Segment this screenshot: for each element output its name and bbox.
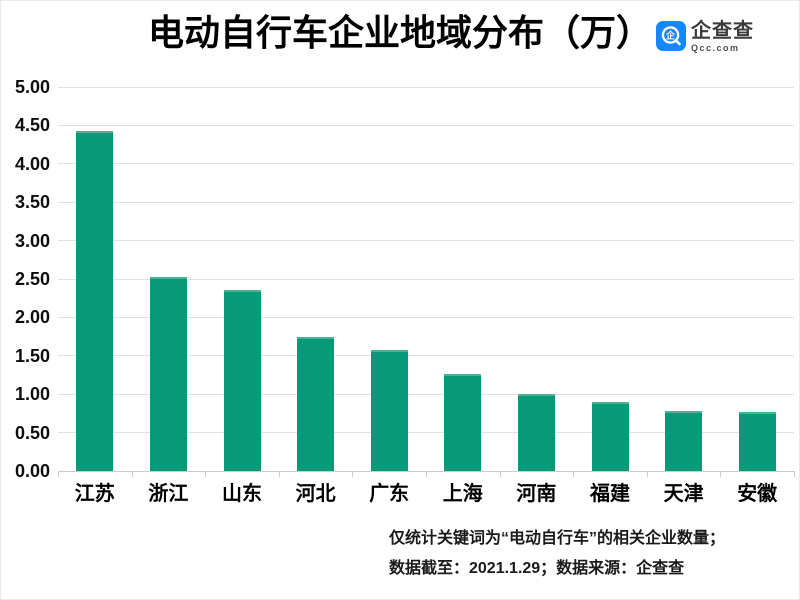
x-axis-tick (278, 471, 280, 477)
footnote-line1: 仅统计关键词为“电动自行车”的相关企业数量； (389, 530, 726, 547)
gridline (58, 432, 794, 434)
x-axis-tick (794, 471, 795, 477)
y-axis-label: 3.50 (14, 192, 50, 213)
y-axis-label: 3.00 (14, 230, 50, 251)
x-axis-tick (573, 471, 575, 477)
y-axis-label: 1.50 (14, 345, 50, 366)
footnote: 仅统计关键词为“电动自行车”的相关企业数量； 数据截至：2021.1.29；数据… (389, 524, 725, 584)
gridline (58, 86, 794, 88)
gridline (58, 316, 794, 318)
x-axis-label: 河南 (516, 483, 557, 505)
gridline (58, 278, 794, 280)
bar-山东 (223, 289, 261, 471)
x-axis-label: 浙江 (148, 483, 189, 505)
gridline (58, 163, 794, 165)
bar-河南 (517, 394, 555, 471)
qcc-logo: 企 企查查 Qcc.com (656, 21, 754, 53)
gridline (58, 124, 794, 126)
x-axis-label: 河北 (295, 483, 336, 505)
y-axis-label: 2.50 (14, 269, 50, 289)
bar-江苏 (76, 130, 114, 471)
x-axis-tick (646, 471, 648, 477)
x-axis-tick (131, 471, 133, 477)
qcc-logo-domain: Qcc.com (691, 43, 740, 53)
x-axis-tick (426, 471, 427, 477)
svg-text:企: 企 (665, 30, 676, 42)
bar-天津 (665, 411, 703, 471)
y-axis-label: 0.50 (14, 422, 50, 443)
y-axis-label: 5.00 (14, 77, 50, 97)
x-axis-label: 山东 (221, 483, 262, 505)
qcc-logo-text: 企查查 Qcc.com (691, 21, 754, 53)
y-axis-label: 1.00 (14, 384, 50, 405)
x-axis-label: 福建 (589, 483, 630, 505)
gridline (58, 201, 794, 203)
y-axis-label: 4.00 (14, 153, 50, 174)
bar-浙江 (149, 277, 187, 471)
qcc-logo-name: 企查查 (691, 20, 754, 42)
bar-安徽 (738, 411, 776, 471)
y-axis-label: 0.00 (14, 461, 50, 481)
gridline (58, 355, 794, 357)
x-axis-tick (205, 471, 207, 477)
gridline (58, 393, 794, 395)
gridline (58, 240, 794, 242)
x-axis-tick (352, 471, 354, 477)
x-axis-tick (58, 471, 59, 477)
x-axis-tick (720, 471, 722, 477)
y-axis-label: 4.50 (14, 115, 50, 136)
x-axis-label: 上海 (442, 483, 483, 505)
bar-上海 (444, 374, 482, 471)
bar-广东 (370, 350, 408, 471)
y-axis-label: 2.00 (14, 307, 50, 328)
x-axis-label: 广东 (369, 483, 410, 505)
qcc-magnifier-icon: 企 (656, 21, 686, 51)
bar-河北 (297, 336, 335, 471)
chart-title: 电动自行车企业地域分布（万） (147, 12, 652, 53)
x-axis-tick (499, 471, 501, 477)
footnote-line2: 数据截至：2021.1.29；数据来源：企查查 (389, 560, 685, 577)
bar-福建 (591, 401, 629, 471)
x-axis-label: 安徽 (737, 483, 778, 505)
x-axis-label: 天津 (663, 483, 704, 505)
x-axis-label: 江苏 (74, 483, 115, 505)
